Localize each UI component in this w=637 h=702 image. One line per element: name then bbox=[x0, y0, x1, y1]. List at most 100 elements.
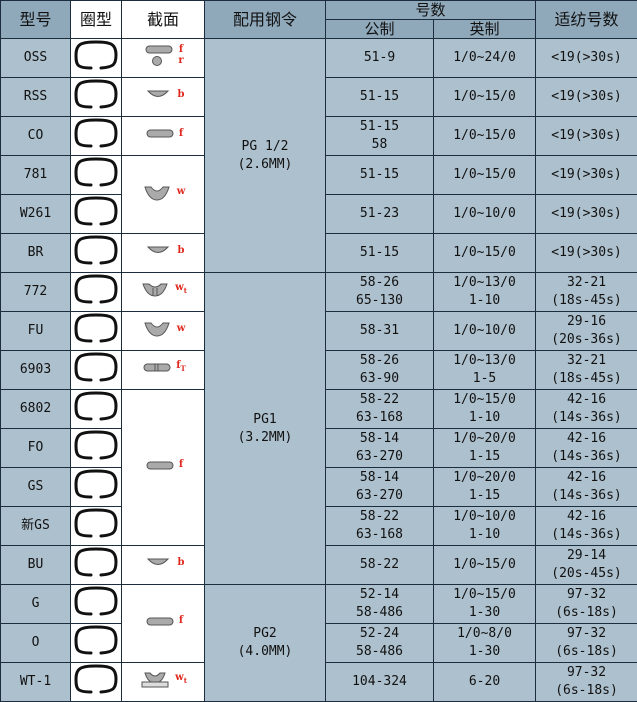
cell-line: 51-23 bbox=[326, 205, 433, 223]
ring-icon bbox=[73, 273, 119, 305]
header-imperial: 英制 bbox=[434, 20, 536, 39]
cell-line: 58-22 bbox=[326, 508, 433, 526]
steel-ring-name: PG1 bbox=[205, 411, 325, 429]
header-steel-ring: 配用钢令 bbox=[205, 1, 326, 39]
cell-line: 97-32 bbox=[536, 586, 637, 604]
wing-section-icon bbox=[141, 316, 173, 340]
ring-type-cell bbox=[71, 390, 122, 429]
section-cell: f bbox=[122, 585, 205, 663]
cell-line: 1-10 bbox=[434, 526, 535, 544]
cell-line: 63-168 bbox=[326, 526, 433, 544]
imperial-cell: 6-20 bbox=[434, 663, 536, 702]
cell-line: 63-168 bbox=[326, 409, 433, 427]
ring-type-cell bbox=[71, 195, 122, 234]
ring-type-cell bbox=[71, 429, 122, 468]
half-round-section-icon bbox=[142, 82, 174, 106]
section-cell: wt bbox=[122, 273, 205, 312]
cell-line: 58-486 bbox=[326, 643, 433, 661]
flat-section-icon bbox=[143, 453, 175, 477]
cell-line: 51-9 bbox=[326, 49, 433, 67]
cell-line: 1/0~10/0 bbox=[434, 205, 535, 223]
metric-cell: 51-9 bbox=[326, 39, 434, 78]
section-cell: b bbox=[122, 78, 205, 117]
cell-line: (14s-36s) bbox=[536, 409, 637, 427]
section-cell: wt bbox=[122, 663, 205, 702]
wing-section-icon bbox=[141, 180, 173, 204]
ring-icon bbox=[73, 117, 119, 149]
model-cell: FO bbox=[1, 429, 71, 468]
section-label: f bbox=[179, 615, 183, 626]
cell-line: 51-15 bbox=[326, 244, 433, 262]
steel-ring-size: (4.0MM) bbox=[205, 643, 325, 661]
cell-line: (14s-36s) bbox=[536, 448, 637, 466]
imperial-cell: 1/0~15/0 bbox=[434, 234, 536, 273]
metric-cell: 51-15 bbox=[326, 78, 434, 117]
ring-type-cell bbox=[71, 156, 122, 195]
cell-line: 1/0~15/0 bbox=[434, 391, 535, 409]
cell-line: (6s-18s) bbox=[536, 643, 637, 661]
steel-ring-name: PG2 bbox=[205, 625, 325, 643]
model-cell: W261 bbox=[1, 195, 71, 234]
ring-icon bbox=[73, 507, 119, 539]
suitable-count-cell: 42-16(14s-36s) bbox=[536, 390, 637, 429]
model-cell: WT-1 bbox=[1, 663, 71, 702]
cell-line: <19(>30s) bbox=[536, 49, 637, 67]
metric-cell: 104-324 bbox=[326, 663, 434, 702]
cell-line: 29-16 bbox=[536, 313, 637, 331]
cell-line: 42-16 bbox=[536, 508, 637, 526]
ring-type-cell bbox=[71, 468, 122, 507]
ring-icon bbox=[73, 156, 119, 188]
ring-icon bbox=[73, 351, 119, 383]
header-ring-type: 圈型 bbox=[71, 1, 122, 39]
cell-line: 42-16 bbox=[536, 430, 637, 448]
section-label: f bbox=[179, 128, 183, 139]
ring-type-cell bbox=[71, 312, 122, 351]
cell-line: 51-15 bbox=[326, 118, 433, 136]
header-suitable: 适纺号数 bbox=[536, 1, 637, 39]
flat-split-section-icon bbox=[140, 355, 172, 379]
cell-line: 104-324 bbox=[326, 673, 433, 691]
cell-line: (18s-45s) bbox=[536, 370, 637, 388]
suitable-count-cell: 42-16(14s-36s) bbox=[536, 468, 637, 507]
half-round-section-icon bbox=[142, 238, 174, 262]
section-label: r bbox=[178, 55, 183, 66]
cell-line: 1/0~15/0 bbox=[434, 244, 535, 262]
cell-line: 1-10 bbox=[434, 292, 535, 310]
cell-line: 58-486 bbox=[326, 604, 433, 622]
section-cell: f bbox=[122, 390, 205, 546]
ring-icon bbox=[73, 195, 119, 227]
ring-type-cell bbox=[71, 507, 122, 546]
cell-line: (6s-18s) bbox=[536, 682, 637, 700]
wing-split-section-icon bbox=[139, 277, 171, 301]
model-cell: 781 bbox=[1, 156, 71, 195]
cell-line: 32-21 bbox=[536, 274, 637, 292]
suitable-count-cell: 97-32(6s-18s) bbox=[536, 663, 637, 702]
suitable-count-cell: 42-16(14s-36s) bbox=[536, 429, 637, 468]
flat-and-round-section-icon bbox=[142, 43, 174, 67]
flat-section-icon bbox=[143, 121, 175, 145]
metric-cell: 58-31 bbox=[326, 312, 434, 351]
cell-line: 51-15 bbox=[326, 166, 433, 184]
ring-type-cell bbox=[71, 546, 122, 585]
cell-line: 1/0~15/0 bbox=[434, 127, 535, 145]
cell-line: (14s-36s) bbox=[536, 487, 637, 505]
section-label: f bbox=[178, 44, 183, 55]
cell-line: 1-30 bbox=[434, 643, 535, 661]
wing-base-section-icon bbox=[139, 667, 171, 691]
metric-cell: 51-15 bbox=[326, 234, 434, 273]
cell-line: 58-26 bbox=[326, 274, 433, 292]
cell-line: 1/0~15/0 bbox=[434, 88, 535, 106]
model-cell: O bbox=[1, 624, 71, 663]
